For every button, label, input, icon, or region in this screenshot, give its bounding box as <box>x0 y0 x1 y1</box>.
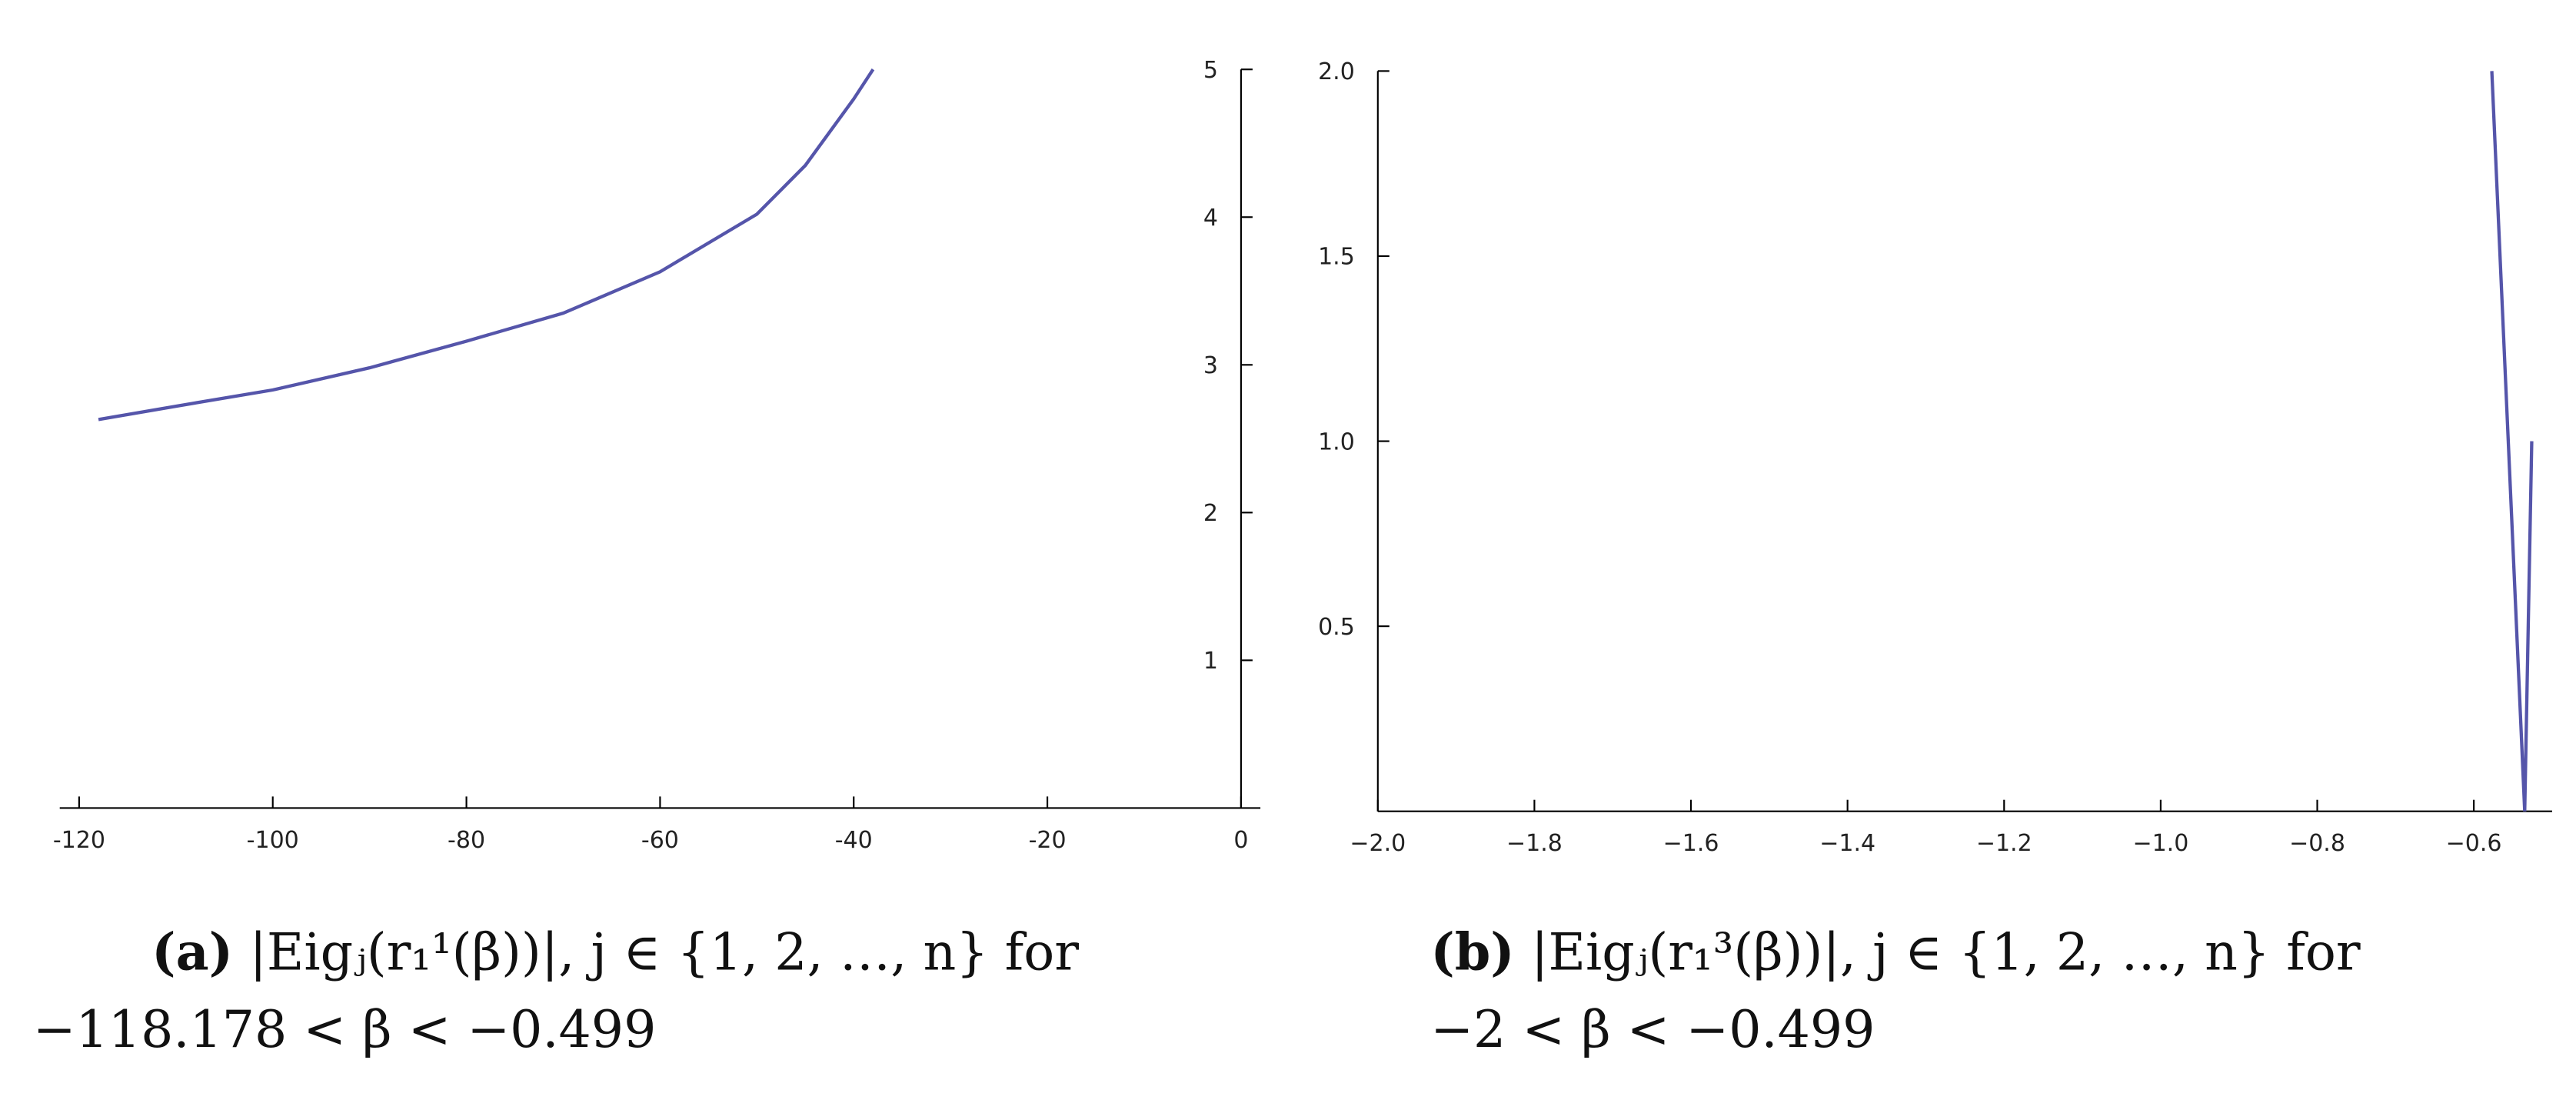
x-tick-label: -80 <box>448 827 485 854</box>
x-tick-label: −1.8 <box>1506 830 1563 857</box>
y-tick-label: 5 <box>1203 57 1218 84</box>
y-tick-label: 2 <box>1203 500 1218 527</box>
chart-panel: −2.0 −1.8 −1.6 −1.4 −1.2 −1.0 −0.8 −0.6 0.5 1.0 1.… <box>1318 58 2552 1059</box>
x-tick-label: −2.0 <box>1350 830 1406 857</box>
caption-text: |Eigⱼ(r₁¹(β))|, j ∈ {1, 2, …, n} for <box>250 922 1080 982</box>
y-tick-label: 4 <box>1203 205 1218 232</box>
caption-text: |Eigⱼ(r₁³(β))|, j ∈ {1, 2, …, n} for <box>1531 922 2361 982</box>
caption: −2 < β < −0.499 <box>1430 999 1875 1059</box>
x-tick-label: 0 <box>1233 827 1248 854</box>
x-tick-label: −0.6 <box>2446 830 2502 857</box>
y-tick-label: 0.5 <box>1318 614 1355 641</box>
caption: (b) |Eigⱼ(r₁³(β))|, j ∈ {1, 2, …, n} for <box>1430 922 2360 982</box>
y-tick-label: 3 <box>1203 352 1218 379</box>
y-tick-label: 1 <box>1203 648 1218 675</box>
x-tick-label: -60 <box>641 827 679 854</box>
x-tick-label: -20 <box>1029 827 1067 854</box>
y-tick-label: 1.5 <box>1318 244 1355 271</box>
x-tick-label: −1.4 <box>1819 830 1875 857</box>
caption-label: (b) <box>1430 922 1514 982</box>
chart-panel: -120 -100 -80 -60 -40 -20 0 1 2 3 4 5 (a) |Eigⱼ(r₁¹(β… <box>33 57 1261 1059</box>
x-tick-label: −1.6 <box>1663 830 1719 857</box>
caption: −118.178 < β < −0.499 <box>33 999 657 1059</box>
y-tick-label: 1.0 <box>1318 428 1355 455</box>
x-tick-label: −0.8 <box>2289 830 2345 857</box>
x-tick-label: −1.2 <box>1976 830 2032 857</box>
x-tick-label: -100 <box>247 827 299 854</box>
data-line <box>2490 71 2534 812</box>
y-tick-label: 2.0 <box>1318 58 1355 85</box>
x-tick-label: -40 <box>835 827 873 854</box>
x-tick-label: −1.0 <box>2132 830 2188 857</box>
caption-label: (a) <box>151 922 233 982</box>
caption: (a) |Eigⱼ(r₁¹(β))|, j ∈ {1, 2, …, n} for <box>151 922 1079 982</box>
data-line <box>98 68 875 422</box>
x-tick-label: -120 <box>53 827 105 854</box>
